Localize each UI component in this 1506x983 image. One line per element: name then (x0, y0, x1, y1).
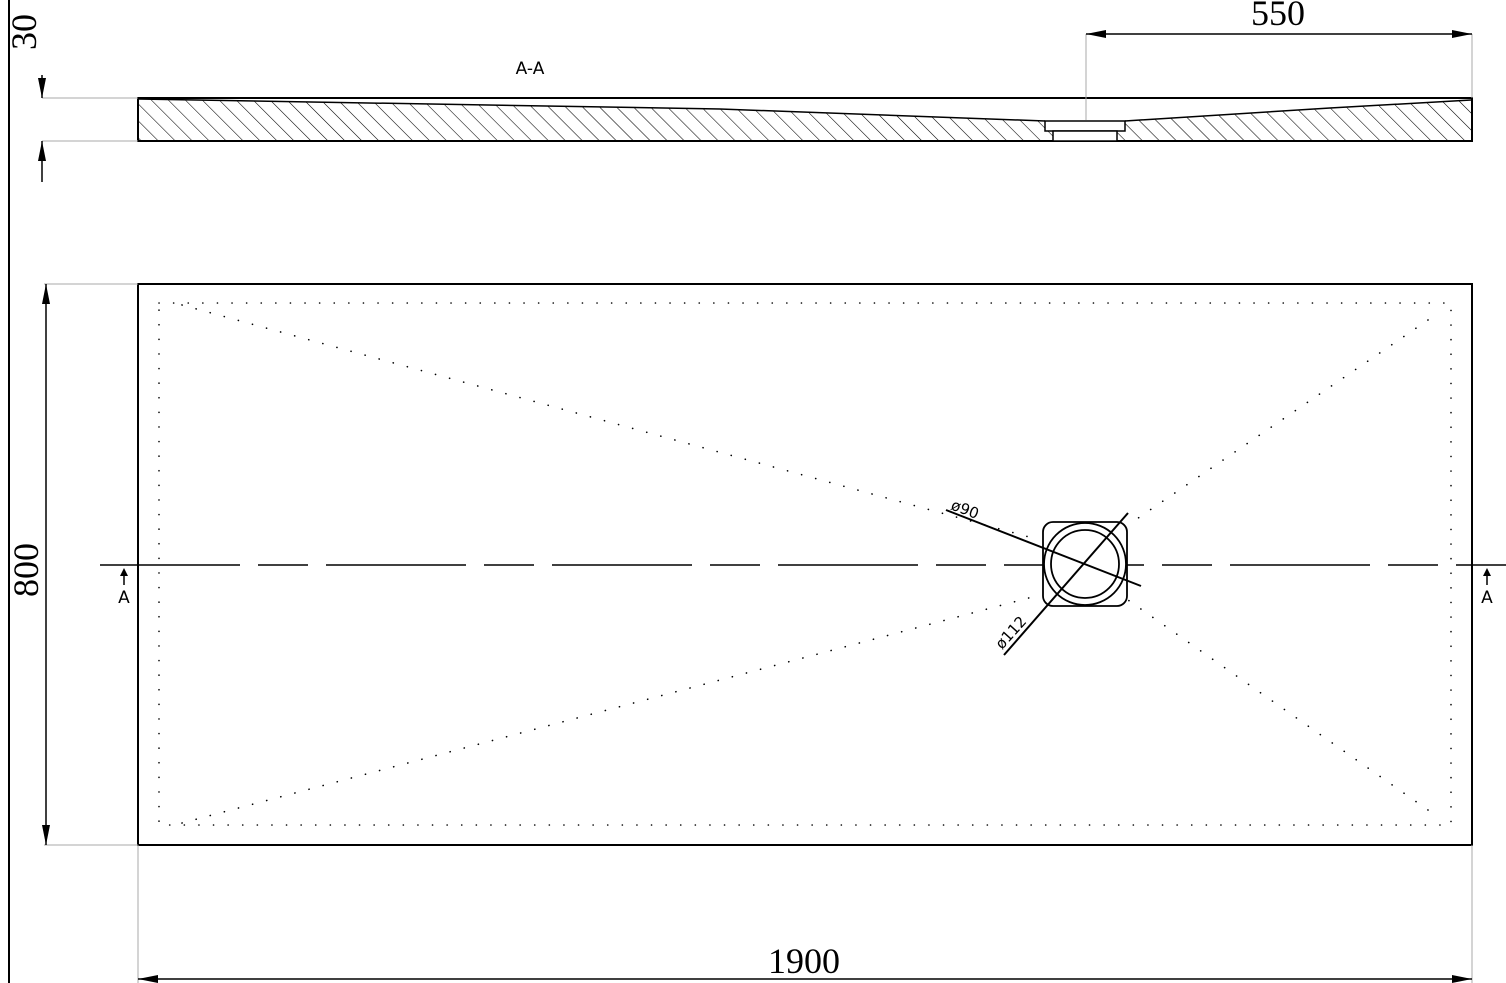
dim-thickness: 30 (4, 14, 138, 182)
svg-text:A: A (118, 588, 130, 608)
svg-text:A: A (1481, 588, 1493, 608)
diameter-90-text: ø90 (949, 496, 982, 523)
section-slope-line (137, 98, 1472, 122)
section-drain-flange (1044, 120, 1126, 132)
dim-drain-offset-text: 550 (1251, 0, 1305, 33)
dim-width: 800 (6, 283, 138, 846)
plan-view: A A ø90 ø112 800 (6, 283, 1506, 983)
section-view: A-A 30 550 (4, 0, 1473, 182)
drain: ø90 ø112 (945, 496, 1142, 656)
drain-outer-circle (1043, 522, 1127, 606)
diameter-leader-112 (1003, 512, 1129, 656)
dim-thickness-text: 30 (4, 14, 44, 50)
slope-lines (181, 304, 1429, 824)
section-marker-right: A (1481, 568, 1493, 608)
dim-drain-offset: 550 (1085, 0, 1473, 120)
dim-width-text: 800 (6, 543, 46, 597)
diameter-leader-90 (945, 509, 1142, 587)
dim-length-text: 1900 (768, 941, 840, 981)
section-marker-left: A (118, 568, 130, 608)
section-title: A-A (516, 59, 545, 79)
section-drain-body (1052, 130, 1118, 142)
drain-inner-circle (1050, 529, 1120, 599)
dim-length: 1900 (137, 845, 1473, 983)
inner-dotted-border (158, 302, 1452, 826)
